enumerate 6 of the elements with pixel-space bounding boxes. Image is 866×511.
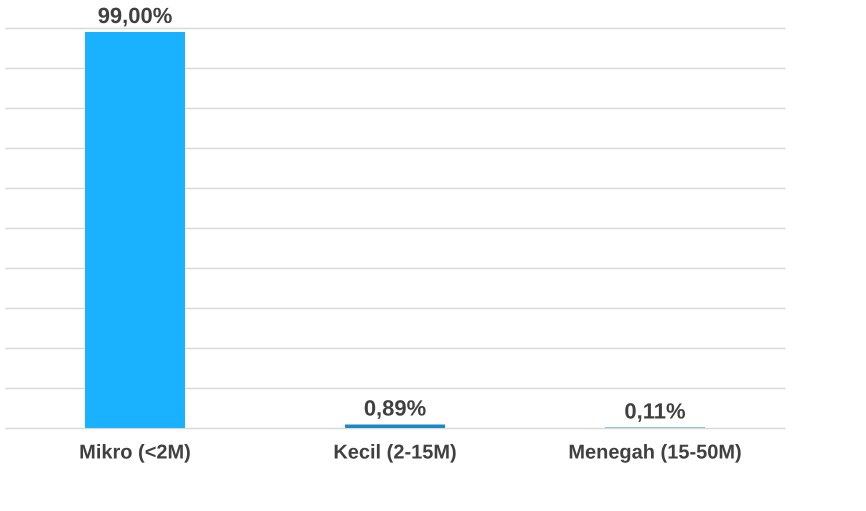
x-tick-label: Kecil (2-15M) (333, 442, 457, 464)
x-tick-label: Menegah (15-50M) (568, 442, 742, 464)
data-label: 99,00% (98, 3, 172, 28)
x-tick-label: Mikro (<2M) (79, 442, 191, 464)
data-label: 0,89% (364, 395, 426, 420)
data-label: 0,11% (624, 398, 686, 424)
